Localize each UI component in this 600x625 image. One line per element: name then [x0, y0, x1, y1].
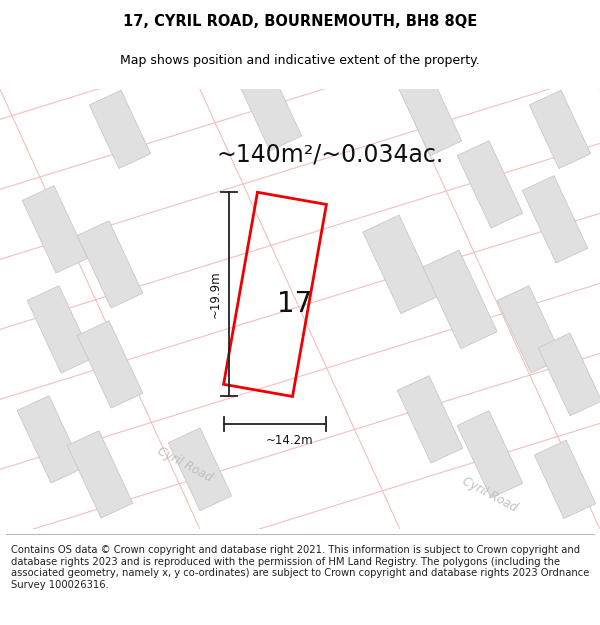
- Text: Cyril Road: Cyril Road: [155, 444, 215, 484]
- Polygon shape: [398, 73, 462, 156]
- Polygon shape: [457, 411, 523, 498]
- Text: Contains OS data © Crown copyright and database right 2021. This information is : Contains OS data © Crown copyright and d…: [11, 545, 589, 590]
- Polygon shape: [535, 440, 596, 519]
- Polygon shape: [22, 186, 88, 273]
- Polygon shape: [67, 431, 133, 518]
- Polygon shape: [168, 428, 232, 511]
- Polygon shape: [529, 90, 590, 169]
- Polygon shape: [27, 286, 93, 373]
- Polygon shape: [522, 176, 588, 263]
- Polygon shape: [363, 215, 437, 314]
- Polygon shape: [538, 333, 600, 416]
- Polygon shape: [17, 396, 83, 483]
- Text: 17: 17: [277, 291, 313, 318]
- Polygon shape: [238, 68, 302, 151]
- Text: Map shows position and indicative extent of the property.: Map shows position and indicative extent…: [120, 54, 480, 68]
- Text: ~140m²/~0.034ac.: ~140m²/~0.034ac.: [217, 142, 443, 166]
- Polygon shape: [77, 321, 143, 408]
- Polygon shape: [77, 221, 143, 308]
- Text: ~19.9m: ~19.9m: [209, 271, 222, 318]
- Polygon shape: [457, 141, 523, 228]
- Text: Cyril Road: Cyril Road: [460, 474, 520, 514]
- Polygon shape: [397, 376, 463, 463]
- Text: 17, CYRIL ROAD, BOURNEMOUTH, BH8 8QE: 17, CYRIL ROAD, BOURNEMOUTH, BH8 8QE: [123, 14, 477, 29]
- Polygon shape: [423, 250, 497, 349]
- Text: ~14.2m: ~14.2m: [266, 434, 314, 447]
- Polygon shape: [89, 90, 151, 169]
- Polygon shape: [497, 286, 563, 373]
